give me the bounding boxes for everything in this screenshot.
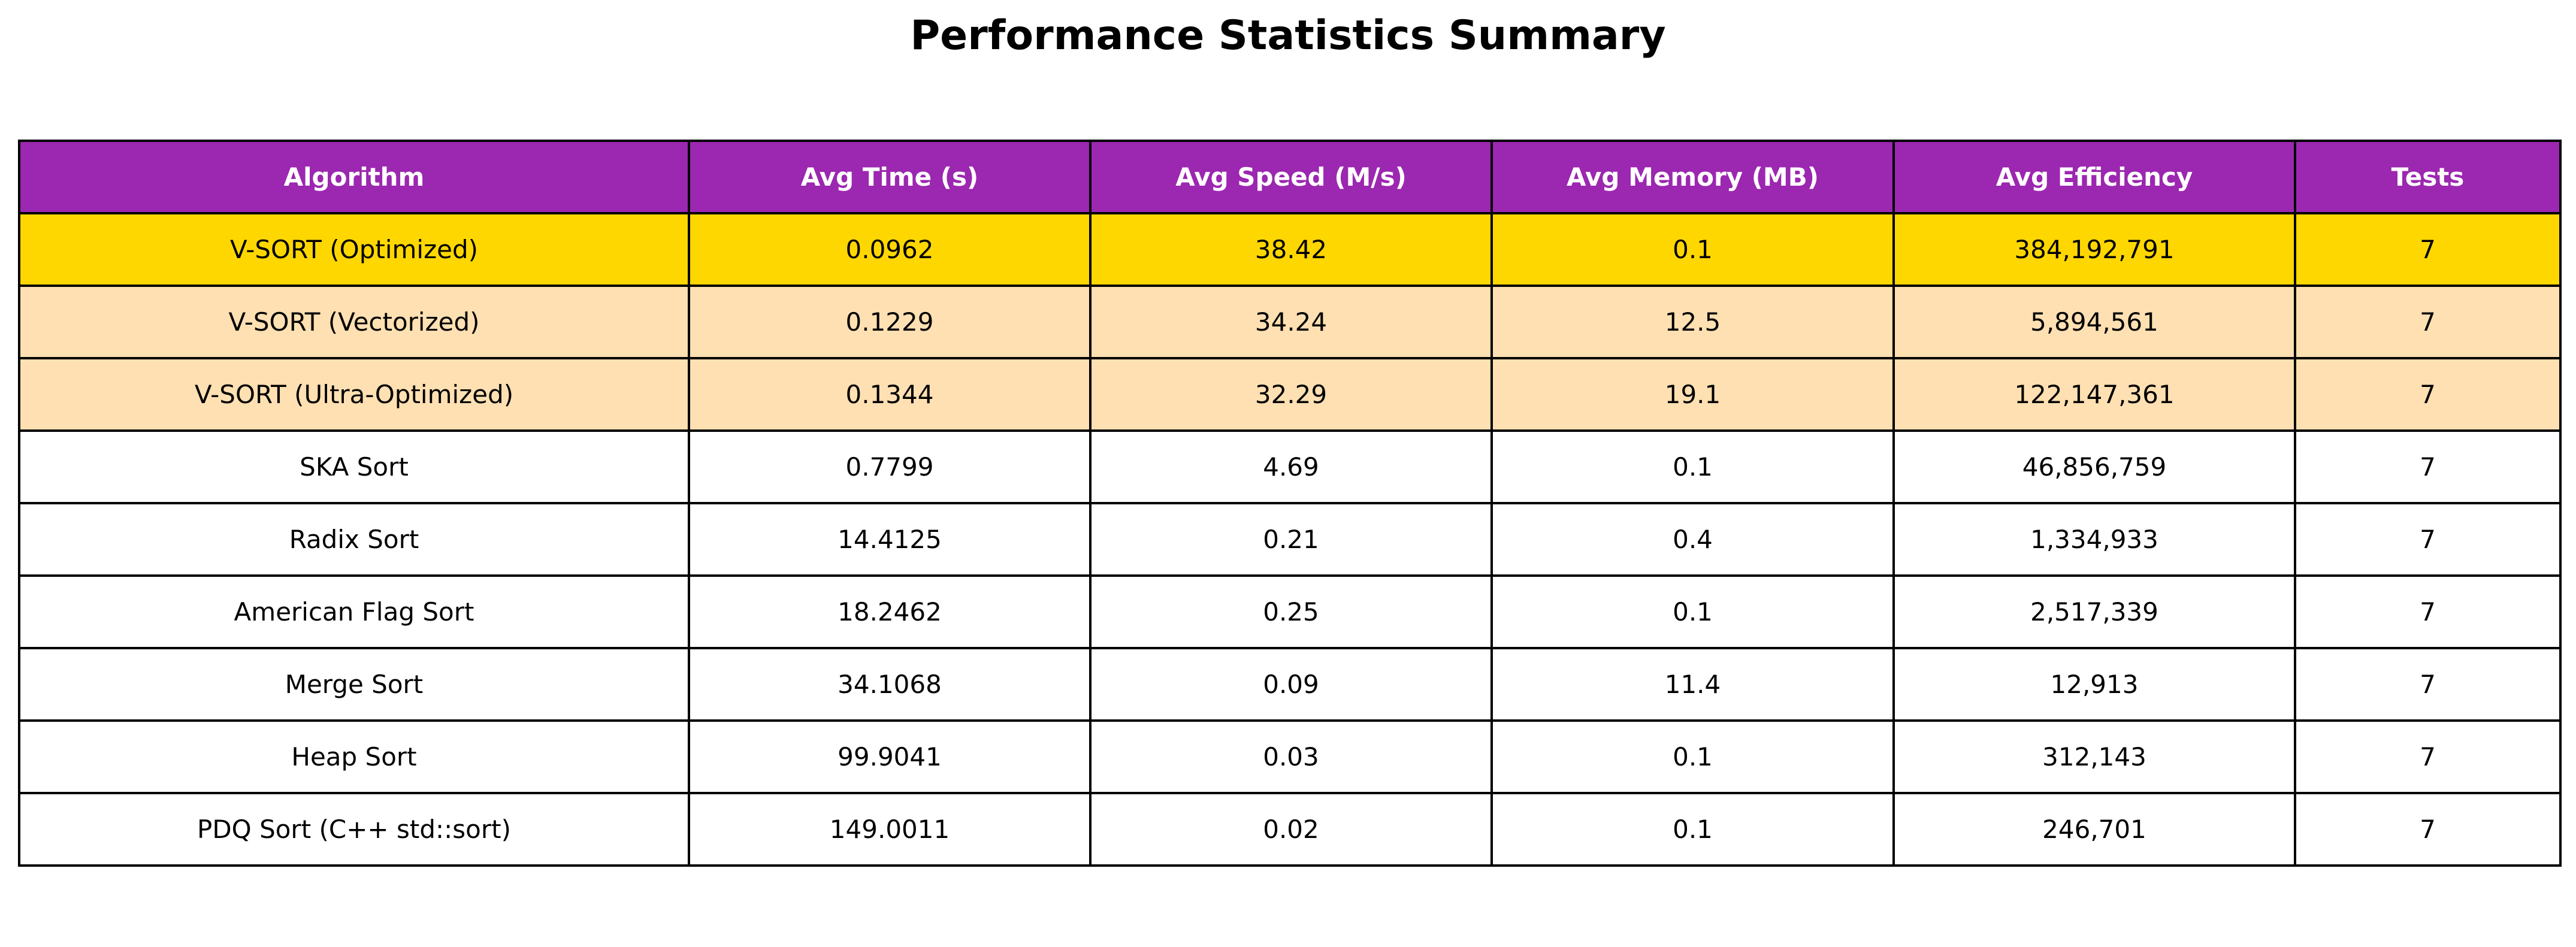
cell-algorithm: Merge Sort (18, 647, 690, 722)
cell-avg-memory: 19.1 (1490, 357, 1895, 432)
cell-avg-time: 0.0962 (688, 212, 1092, 287)
table-row: V-SORT (Optimized) 0.0962 38.42 0.1 384,192,… (18, 212, 2562, 287)
cell-avg-efficiency: 384,192,791 (1892, 212, 2296, 287)
cell-tests: 7 (2294, 647, 2562, 722)
cell-avg-speed: 38.42 (1089, 212, 1493, 287)
cell-algorithm: V-SORT (Ultra-Optimized) (18, 357, 690, 432)
cell-algorithm: SKA Sort (18, 429, 690, 504)
column-header-avg-memory: Avg Memory (MB) (1490, 140, 1895, 214)
performance-table: Algorithm Avg Time (s) Avg Speed (M/s) Avg … (18, 140, 2562, 867)
cell-avg-efficiency: 1,334,933 (1892, 502, 2296, 577)
column-header-tests: Tests (2294, 140, 2562, 214)
cell-avg-speed: 0.21 (1089, 502, 1493, 577)
chart-title: Performance Statistics Summary (910, 12, 1666, 59)
cell-algorithm: American Flag Sort (18, 574, 690, 649)
cell-tests: 7 (2294, 792, 2562, 867)
cell-avg-efficiency: 12,913 (1892, 647, 2296, 722)
cell-avg-speed: 0.09 (1089, 647, 1493, 722)
cell-algorithm: V-SORT (Vectorized) (18, 285, 690, 359)
cell-avg-time: 0.7799 (688, 429, 1092, 504)
table-row: V-SORT (Vectorized) 0.1229 34.24 12.5 5,894,… (18, 285, 2562, 359)
cell-tests: 7 (2294, 357, 2562, 432)
cell-avg-speed: 34.24 (1089, 285, 1493, 359)
cell-avg-memory: 0.1 (1490, 429, 1895, 504)
table-row: PDQ Sort (C++ std::sort) 149.0011 0.02 0.1 2… (18, 792, 2562, 867)
table-row: Heap Sort 99.9041 0.03 0.1 312,143 7 (18, 719, 2562, 794)
table-row: Merge Sort 34.1068 0.09 11.4 12,913 7 (18, 647, 2562, 722)
cell-avg-efficiency: 312,143 (1892, 719, 2296, 794)
cell-avg-efficiency: 246,701 (1892, 792, 2296, 867)
cell-algorithm: V-SORT (Optimized) (18, 212, 690, 287)
table-body: V-SORT (Optimized) 0.0962 38.42 0.1 384,192,… (18, 212, 2562, 867)
table-row: Radix Sort 14.4125 0.21 0.4 1,334,933 7 (18, 502, 2562, 577)
column-header-avg-efficiency: Avg Efficiency (1892, 140, 2296, 214)
table-header-row: Algorithm Avg Time (s) Avg Speed (M/s) Avg … (18, 140, 2562, 214)
cell-avg-speed: 32.29 (1089, 357, 1493, 432)
cell-algorithm: Heap Sort (18, 719, 690, 794)
cell-avg-speed: 4.69 (1089, 429, 1493, 504)
cell-avg-time: 99.9041 (688, 719, 1092, 794)
cell-tests: 7 (2294, 719, 2562, 794)
cell-algorithm: PDQ Sort (C++ std::sort) (18, 792, 690, 867)
cell-tests: 7 (2294, 212, 2562, 287)
column-header-algorithm: Algorithm (18, 140, 690, 214)
cell-algorithm: Radix Sort (18, 502, 690, 577)
cell-avg-time: 34.1068 (688, 647, 1092, 722)
cell-tests: 7 (2294, 574, 2562, 649)
cell-avg-memory: 0.1 (1490, 574, 1895, 649)
cell-tests: 7 (2294, 502, 2562, 577)
cell-avg-memory: 0.1 (1490, 212, 1895, 287)
cell-avg-memory: 11.4 (1490, 647, 1895, 722)
cell-avg-time: 18.2462 (688, 574, 1092, 649)
cell-avg-time: 14.4125 (688, 502, 1092, 577)
cell-avg-time: 0.1344 (688, 357, 1092, 432)
cell-avg-memory: 0.4 (1490, 502, 1895, 577)
cell-avg-efficiency: 2,517,339 (1892, 574, 2296, 649)
cell-avg-memory: 0.1 (1490, 792, 1895, 867)
table-row: American Flag Sort 18.2462 0.25 0.1 2,517,33… (18, 574, 2562, 649)
table-row: V-SORT (Ultra-Optimized) 0.1344 32.29 19.1 1… (18, 357, 2562, 432)
cell-avg-speed: 0.03 (1089, 719, 1493, 794)
cell-avg-memory: 0.1 (1490, 719, 1895, 794)
cell-tests: 7 (2294, 429, 2562, 504)
cell-avg-efficiency: 46,856,759 (1892, 429, 2296, 504)
cell-tests: 7 (2294, 285, 2562, 359)
cell-avg-speed: 0.25 (1089, 574, 1493, 649)
cell-avg-time: 0.1229 (688, 285, 1092, 359)
cell-avg-efficiency: 122,147,361 (1892, 357, 2296, 432)
cell-avg-speed: 0.02 (1089, 792, 1493, 867)
column-header-avg-speed: Avg Speed (M/s) (1089, 140, 1493, 214)
cell-avg-efficiency: 5,894,561 (1892, 285, 2296, 359)
cell-avg-time: 149.0011 (688, 792, 1092, 867)
table-row: SKA Sort 0.7799 4.69 0.1 46,856,759 7 (18, 429, 2562, 504)
cell-avg-memory: 12.5 (1490, 285, 1895, 359)
column-header-avg-time: Avg Time (s) (688, 140, 1092, 214)
